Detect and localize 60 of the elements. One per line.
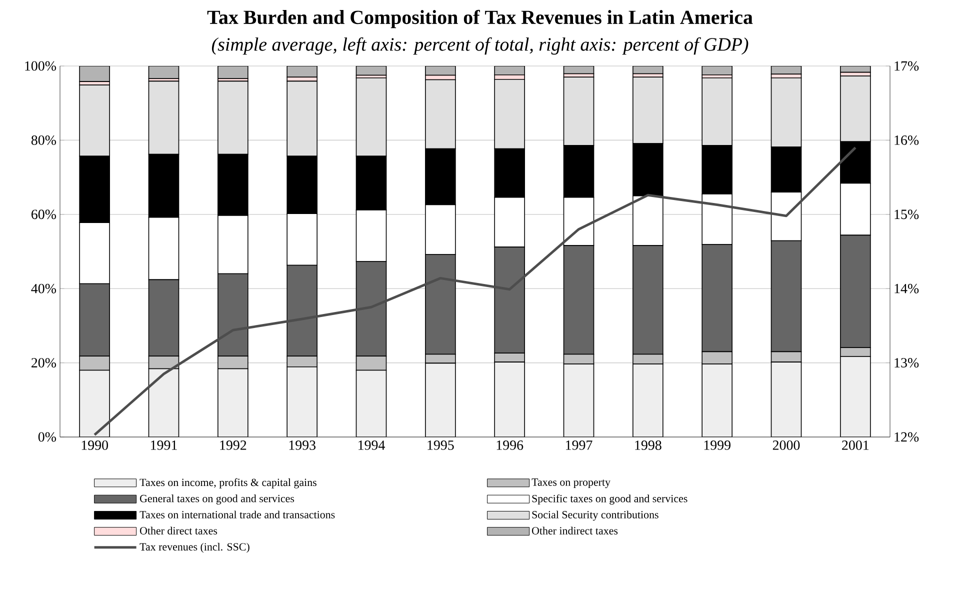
x-tick-label: 1997	[566, 440, 592, 450]
legend-label: Other indirect taxes	[532, 526, 618, 534]
bar	[563, 66, 594, 74]
bar	[840, 66, 871, 73]
bar	[218, 368, 248, 437]
x-tick-label: 1993	[289, 440, 316, 450]
legend-label: Tax revenues (incl. SSC)	[140, 542, 250, 553]
x-tick-label: 2000	[772, 440, 800, 450]
y-tick-label: 20%	[32, 358, 56, 368]
bar	[356, 66, 387, 76]
bar	[702, 66, 732, 76]
y2-tick-label: 17%	[894, 61, 919, 71]
y-tick-label: 80%	[31, 135, 56, 145]
x-tick-label: 2001	[842, 440, 869, 450]
bar	[425, 66, 456, 76]
bar	[286, 366, 318, 437]
bar	[770, 66, 802, 75]
x-tick-label: 1991	[151, 440, 177, 450]
x-tick-label: 1990	[82, 440, 108, 450]
bar	[148, 368, 180, 437]
bar	[79, 66, 110, 82]
legend-label: Other direct taxes	[140, 526, 218, 534]
legend-label: Taxes on international trade and transactions	[140, 510, 335, 518]
x-tick-label: 1995	[428, 440, 454, 450]
y2-tick-label: 14%	[894, 284, 919, 294]
legend-label: Taxes on income, profits & capital gains	[140, 478, 316, 488]
y-tick-label: 0%	[38, 432, 56, 442]
x-tick-label: 1992	[220, 440, 246, 450]
x-tick-label: 1994	[358, 440, 385, 450]
bar	[425, 362, 456, 437]
y-tick-label: 40%	[31, 284, 56, 294]
bar	[494, 66, 525, 76]
line-series	[93, 146, 857, 436]
y-tick-label: 60%	[32, 210, 56, 220]
bar	[286, 66, 318, 78]
bar	[702, 364, 732, 437]
y2-tick-label: 16%	[894, 135, 919, 145]
bar	[632, 364, 664, 437]
bar	[218, 66, 248, 80]
y2-tick-label: 15%	[894, 210, 919, 220]
legend-label: Social Security contributions	[532, 510, 658, 521]
y-tick-label: 100%	[25, 61, 56, 71]
legend-label: Taxes on property	[532, 478, 610, 488]
bar	[632, 66, 664, 74]
y2-tick-label: 13%	[894, 358, 919, 368]
chart-subtitle: (simple average, left axis: percent of total, right axis: percent of GDP)	[212, 37, 748, 55]
bar	[770, 362, 802, 437]
bar	[563, 364, 594, 437]
bar	[494, 362, 525, 437]
bar	[356, 370, 387, 437]
y2-tick-label: 12%	[894, 432, 919, 442]
legend-label: General taxes on good and services	[140, 494, 294, 505]
chart-title: Tax Burden and Composition of Tax Revenues in Latin America	[207, 10, 753, 28]
bar	[79, 370, 110, 437]
x-tick-label: 1996	[496, 440, 524, 450]
bar	[840, 356, 871, 437]
legend-label: Specific taxes on good and services	[532, 494, 688, 505]
x-tick-label: 1999	[704, 440, 730, 450]
x-tick-label: 1998	[635, 440, 662, 450]
bar	[148, 66, 180, 80]
